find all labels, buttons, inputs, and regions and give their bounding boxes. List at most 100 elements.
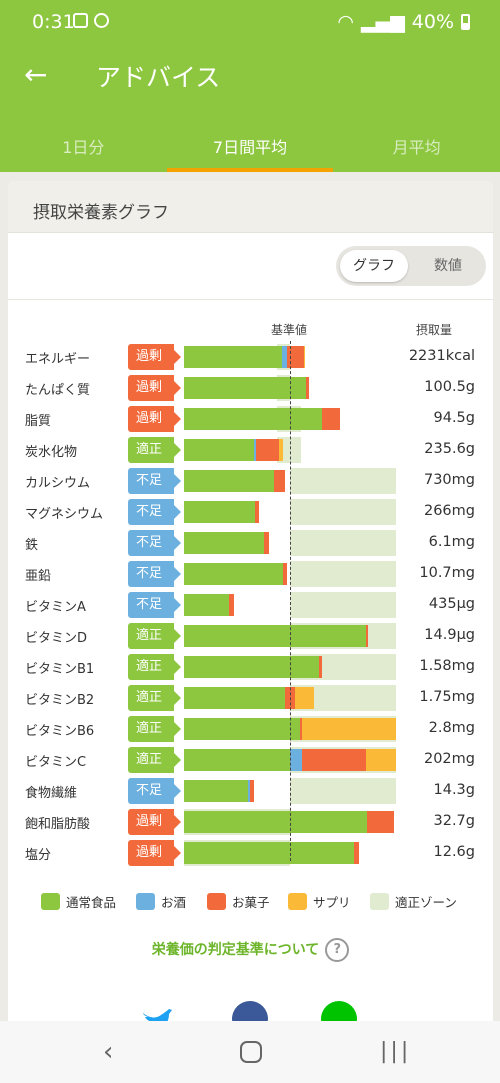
bar-food-segment — [184, 439, 254, 461]
bar-food-segment — [184, 532, 264, 554]
status-badge: 不足 — [128, 778, 181, 804]
reference-line — [290, 341, 291, 861]
status-badge: 適正 — [128, 623, 181, 649]
legend-food-label: 通常食品 — [66, 895, 117, 910]
status-badge: 不足 — [128, 592, 181, 618]
legend-supplement-label: サプリ — [313, 895, 351, 910]
intake-value: 1.75mg — [419, 689, 475, 705]
intake-value: 2.8mg — [428, 720, 475, 736]
app-bar: ← アドバイス 1日分 7日間平均 月平均 — [0, 42, 500, 172]
legend-alcohol-label: お酒 — [161, 895, 187, 910]
bar-snacks-segment — [318, 656, 322, 678]
notification-icons — [73, 13, 109, 28]
proper-zone-band — [290, 592, 396, 618]
nav-back-icon[interactable]: ‹ — [103, 1037, 114, 1067]
legend-supplement: サプリ — [288, 892, 351, 911]
proper-zone-band — [290, 468, 396, 494]
bar-snacks-segment — [284, 687, 296, 709]
view-toggle: グラフ 数値 — [336, 246, 486, 286]
graph-view-button[interactable]: グラフ — [340, 250, 408, 282]
bar-food-segment — [184, 346, 282, 368]
bar-alcohol-segment — [253, 439, 257, 461]
nav-recents-icon[interactable]: ||| — [380, 1039, 412, 1064]
bar-snacks-segment — [367, 811, 394, 833]
status-badge: 適正 — [128, 747, 181, 773]
bar-supplement-segment — [366, 749, 396, 771]
bar-food-segment — [184, 377, 306, 399]
nutrient-row: たんぱく質 過剰 100.5g — [8, 375, 493, 401]
bar-alcohol-segment — [290, 749, 302, 771]
bar-snacks-segment — [305, 377, 310, 399]
bar-food-segment — [184, 470, 275, 492]
nutrient-row: ビタミンC 適正 202mg — [8, 747, 493, 773]
bar-food-segment — [184, 687, 285, 709]
back-arrow-icon[interactable]: ← — [24, 58, 48, 91]
judgement-criteria-link[interactable]: 栄養価の判定基準について? — [8, 938, 493, 962]
bar-snacks-segment — [299, 718, 302, 740]
legend-snacks-label: お菓子 — [232, 895, 270, 910]
help-icon[interactable]: ? — [325, 938, 350, 962]
legend-alcohol: お酒 — [136, 892, 186, 911]
nutrient-row: カルシウム 不足 730mg — [8, 468, 493, 494]
status-badge: 過剰 — [128, 840, 181, 866]
legend-snacks-swatch — [207, 893, 226, 910]
bar-food-segment — [184, 594, 229, 616]
nutrient-name: 亜鉛 — [25, 569, 52, 584]
intake-value: 266mg — [423, 503, 475, 519]
status-badge: 適正 — [128, 437, 181, 463]
legend-supplement-swatch — [288, 893, 307, 910]
legend-zone-label: 適正ゾーン — [395, 895, 457, 910]
nutrient-name: たんぱく質 — [25, 383, 91, 398]
legend-snacks: お菓子 — [207, 892, 270, 911]
proper-zone-band — [290, 499, 396, 525]
status-time: 0:31 — [32, 11, 75, 33]
nutrient-row: 炭水化物 適正 235.6g — [8, 437, 493, 463]
nutrient-row: エネルギー 過剰 2231kcal — [8, 344, 493, 370]
proper-zone-band — [290, 530, 396, 556]
system-nav-bar: ‹ ||| — [0, 1021, 500, 1083]
nutrient-name: 食物繊維 — [25, 786, 78, 801]
bar-supplement-segment — [295, 687, 315, 709]
nutrient-name: ビタミンC — [25, 755, 87, 770]
intake-value: 730mg — [423, 472, 475, 488]
intake-value: 235.6g — [424, 441, 475, 457]
intake-value: 14.3g — [433, 782, 476, 798]
intake-value: 6.1mg — [428, 534, 475, 550]
status-badge: 適正 — [128, 654, 181, 680]
tab-seven-day-average[interactable]: 7日間平均 — [166, 128, 334, 172]
nutrient-name: ビタミンB2 — [25, 693, 95, 708]
bar-alcohol-segment — [281, 346, 287, 368]
intake-value: 1.58mg — [419, 658, 475, 674]
nutrient-name: 鉄 — [25, 538, 39, 553]
tab-monthly-average[interactable]: 月平均 — [392, 138, 441, 157]
battery-text: 40% — [411, 11, 454, 33]
numbers-view-button[interactable]: 数値 — [434, 258, 462, 274]
intake-value: 10.7mg — [419, 565, 475, 581]
status-badge: 過剰 — [128, 809, 181, 835]
bar-snacks-segment — [321, 408, 340, 430]
nutrient-card: 摂取栄養素グラフ グラフ 数値 基準値 摂取量 エネルギー 過剰 2231kcal た… — [8, 181, 493, 1041]
legend-food-swatch — [41, 893, 60, 910]
bar-food-segment — [184, 842, 354, 864]
nav-home-icon[interactable] — [240, 1041, 262, 1063]
nutrient-name: エネルギー — [25, 352, 91, 367]
nutrient-row: ビタミンA 不足 435μg — [8, 592, 493, 618]
divider — [8, 299, 493, 300]
intake-header: 摂取量 — [416, 323, 453, 337]
proper-zone-band — [277, 437, 301, 463]
intake-value: 2231kcal — [408, 348, 475, 364]
status-badge: 過剰 — [128, 375, 181, 401]
nutrient-name: 炭水化物 — [25, 445, 78, 460]
bar-snacks-segment — [249, 780, 254, 802]
nutrient-name: カルシウム — [25, 476, 91, 491]
tab-one-day[interactable]: 1日分 — [62, 138, 105, 157]
nutrient-row: ビタミンB6 適正 2.8mg — [8, 716, 493, 742]
bar-snacks-segment — [228, 594, 234, 616]
bar-snacks-segment — [366, 625, 369, 647]
bar-snacks-segment — [256, 439, 280, 461]
nutrient-name: ビタミンB1 — [25, 662, 95, 677]
bar-food-segment — [184, 749, 290, 771]
bar-alcohol-segment — [247, 780, 250, 802]
nutrient-name: 塩分 — [25, 848, 52, 863]
status-badge: 過剰 — [128, 406, 181, 432]
